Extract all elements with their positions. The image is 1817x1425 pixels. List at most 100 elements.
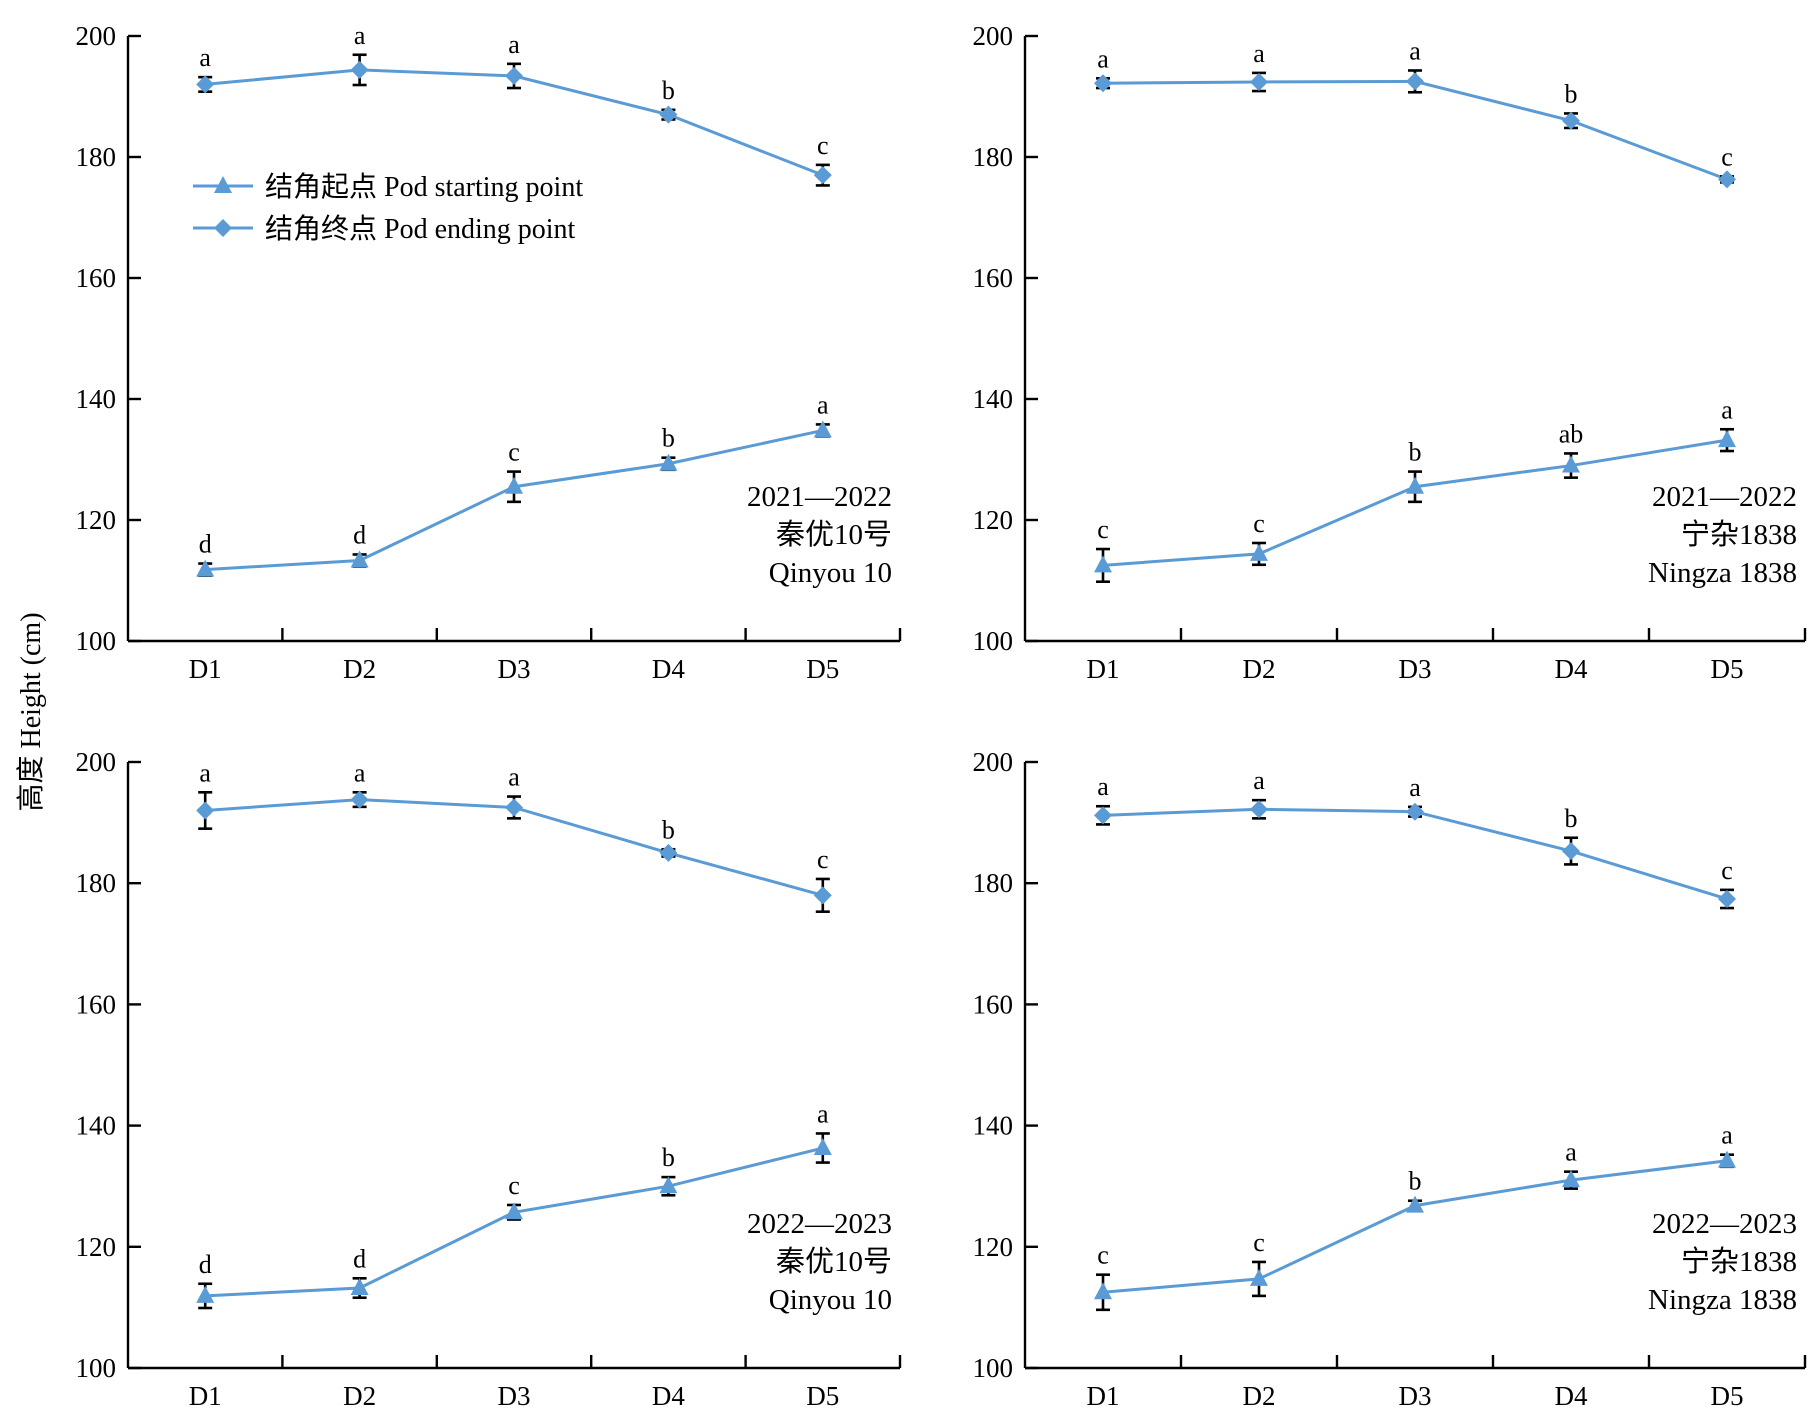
- significance-letter: c: [1097, 1241, 1109, 1270]
- legend-item-pod-ending-point: 结角终点 Pod ending point: [193, 213, 576, 245]
- significance-letter: b: [662, 1143, 675, 1172]
- y-tick-label: 200: [76, 747, 117, 777]
- data-point-diamond: [659, 105, 678, 124]
- data-point-triangle: [659, 1176, 678, 1194]
- legend-label-ending: 结角终点 Pod ending point: [265, 213, 576, 245]
- panel-annotation-line: 2021—2022: [747, 481, 892, 513]
- significance-letter: c: [817, 131, 829, 160]
- data-point-diamond: [1250, 800, 1268, 819]
- panel-annotation-line: Ningza 1838: [1648, 1284, 1797, 1316]
- chart-panel-3: 100 120 140 160 180 200 D1 D2 D3 D4 D5 d d c b a a a a b c 20…: [76, 747, 902, 1411]
- y-tick-label: 160: [973, 263, 1014, 293]
- y-tick-label: 100: [973, 1353, 1014, 1383]
- x-tick-label: D1: [1087, 654, 1120, 684]
- data-point-diamond: [1562, 842, 1580, 861]
- chart-panel-4: 100 120 140 160 180 200 D1 D2 D3 D4 D5 c c b a a a a a b c 20…: [973, 747, 1807, 1411]
- significance-letter: ab: [1559, 419, 1584, 448]
- y-tick-label: 180: [973, 868, 1014, 898]
- data-point-triangle: [505, 476, 523, 494]
- panel-annotation-line: Ningza 1838: [1648, 557, 1797, 589]
- x-tick-label: D4: [1555, 654, 1588, 684]
- data-point-triangle: [1718, 430, 1736, 448]
- series-line-pod-ending: [1102, 79, 1728, 181]
- panel-annotation-line: 2022—2023: [747, 1208, 892, 1240]
- panel-annotation-line: Qinyou 10: [769, 557, 892, 589]
- y-tick-label: 140: [76, 384, 117, 414]
- data-point-diamond: [813, 886, 832, 905]
- y-tick-label: 120: [76, 1232, 117, 1262]
- significance-letter: a: [1097, 772, 1109, 801]
- data-point-triangle: [813, 1138, 832, 1156]
- significance-letter: a: [1565, 1138, 1577, 1167]
- significance-letter: a: [199, 758, 211, 787]
- x-tick-label: D5: [806, 654, 839, 684]
- y-axis-label: 高度 Height (cm): [15, 612, 47, 811]
- x-tick-label: D4: [652, 654, 685, 684]
- x-tick-label: D3: [1399, 654, 1432, 684]
- data-point-diamond: [1406, 72, 1424, 91]
- significance-letter: c: [817, 845, 829, 874]
- data-point-triangle: [1406, 1195, 1424, 1213]
- significance-letter: a: [817, 1099, 829, 1128]
- x-tick-label: D4: [1555, 1381, 1588, 1411]
- y-tick-label: 120: [76, 505, 117, 535]
- x-tick-label: D1: [189, 654, 222, 684]
- data-point-triangle: [1094, 1282, 1112, 1300]
- chart-panel-1: 100 120 140 160 180 200 D1 D2 D3 D4 D5 d d c b a a a a b c 20…: [76, 21, 902, 684]
- x-tick-label: D5: [1711, 1381, 1744, 1411]
- x-tick-label: D2: [1243, 654, 1276, 684]
- data-point-triangle: [1718, 1150, 1736, 1168]
- y-tick-label: 180: [76, 868, 117, 898]
- diamond-marker-icon: [214, 219, 232, 237]
- data-point-diamond: [350, 60, 369, 79]
- significance-letter: a: [1097, 44, 1109, 73]
- data-point-triangle: [196, 1285, 215, 1303]
- significance-letter: b: [1565, 79, 1578, 108]
- panel-annotation-line: 秦优10号: [776, 1245, 892, 1278]
- y-tick-label: 200: [973, 21, 1014, 51]
- y-tick-label: 100: [973, 626, 1014, 656]
- series-line-pod-ending: [1102, 807, 1728, 901]
- panel-annotation-line: 秦优10号: [776, 518, 892, 551]
- data-point-diamond: [196, 801, 215, 820]
- significance-letter: a: [1721, 1121, 1733, 1150]
- x-tick-label: D5: [806, 1381, 839, 1411]
- y-tick-label: 200: [76, 21, 117, 51]
- data-point-diamond: [1562, 111, 1580, 130]
- x-tick-label: D2: [1243, 1381, 1276, 1411]
- y-tick-label: 180: [973, 142, 1014, 172]
- data-point-diamond: [1406, 802, 1424, 821]
- data-point-diamond: [196, 75, 215, 94]
- panel-annotation-line: 宁杂1838: [1681, 518, 1797, 551]
- significance-letter: a: [817, 390, 829, 419]
- significance-letter: c: [1097, 515, 1109, 544]
- data-point-triangle: [1250, 543, 1268, 561]
- y-tick-label: 100: [76, 626, 117, 656]
- x-tick-label: D2: [343, 654, 376, 684]
- significance-letter: b: [1409, 438, 1422, 467]
- significance-letter: a: [354, 21, 366, 50]
- significance-letter: a: [508, 763, 520, 792]
- significance-letter: c: [1721, 142, 1733, 171]
- data-point-diamond: [1094, 806, 1112, 825]
- x-tick-label: D3: [498, 654, 531, 684]
- data-point-diamond: [505, 798, 523, 817]
- y-tick-label: 160: [76, 263, 117, 293]
- panel-annotation-line: Qinyou 10: [769, 1284, 892, 1316]
- significance-letter: b: [662, 76, 675, 105]
- significance-letter: c: [1253, 509, 1265, 538]
- y-tick-label: 160: [76, 989, 117, 1019]
- data-point-diamond: [1094, 74, 1112, 93]
- data-point-triangle: [1562, 1170, 1580, 1188]
- x-tick-label: D3: [1399, 1381, 1432, 1411]
- x-tick-label: D1: [1087, 1381, 1120, 1411]
- significance-letter: b: [1409, 1167, 1422, 1196]
- y-tick-label: 160: [973, 989, 1014, 1019]
- legend-label-starting: 结角起点 Pod starting point: [265, 171, 583, 203]
- significance-letter: a: [1253, 39, 1265, 68]
- data-point-diamond: [1250, 72, 1268, 91]
- data-point-triangle: [813, 420, 832, 438]
- significance-letter: a: [1253, 766, 1265, 795]
- y-tick-label: 140: [973, 1111, 1014, 1141]
- significance-letter: a: [354, 758, 366, 787]
